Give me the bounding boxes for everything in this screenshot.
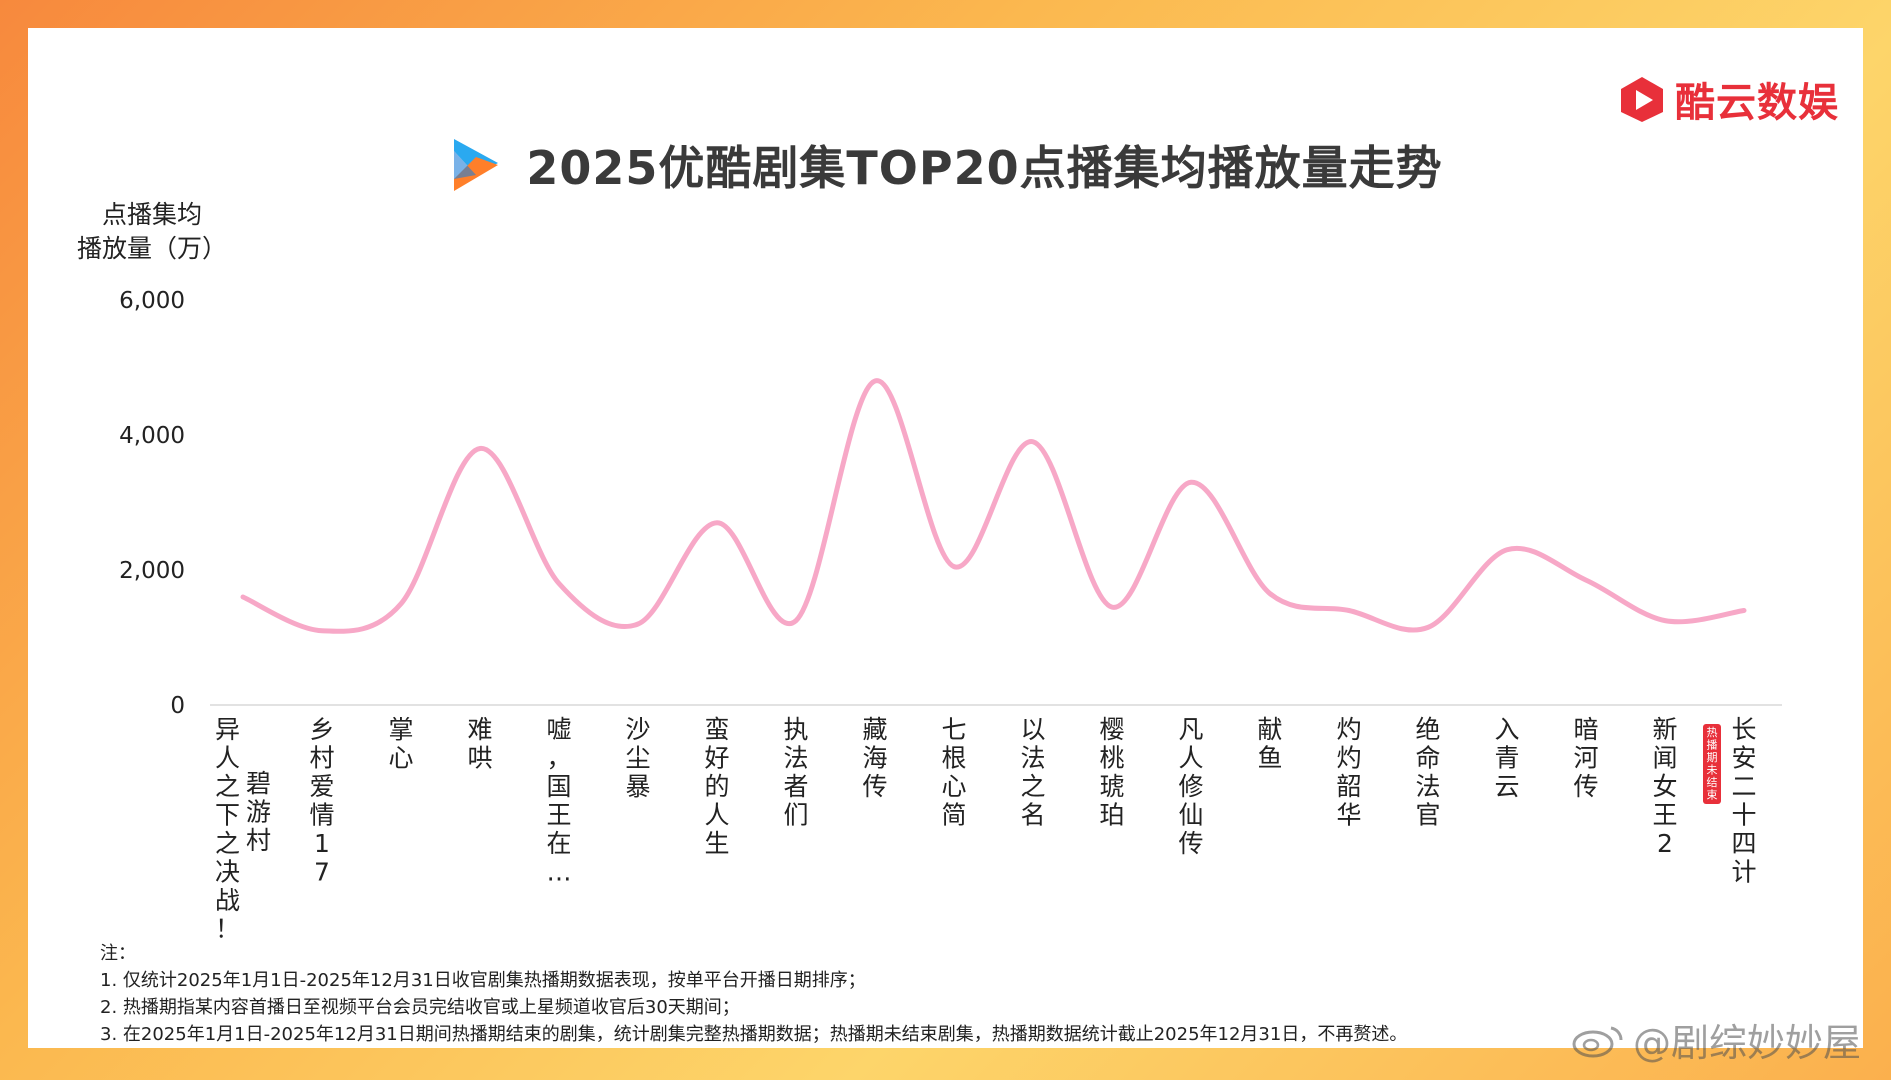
x-tick-label: 难哄	[467, 715, 492, 773]
brand-name: 酷云数娱	[1675, 80, 1839, 126]
x-tick-label: 灼灼韶华	[1336, 715, 1361, 830]
y-tick-label: 2,000	[119, 558, 185, 584]
status-badge	[1703, 724, 1721, 804]
note-line-2: 2. 热播期指某内容首播日至视频平台会员完结收官或上星频道收官后30天期间；	[100, 997, 740, 1018]
x-tick-label: 蛮好的人生	[704, 715, 729, 858]
weibo-icon	[1572, 1026, 1623, 1057]
x-tick-label: 长安二十四计	[1731, 715, 1756, 887]
x-tick-label: 献鱼	[1257, 715, 1282, 773]
chart-title-row: 2025优酷剧集TOP20点播集均播放量走势	[0, 132, 1891, 198]
note-line-1: 1. 仅统计2025年1月1日-2025年12月31日收官剧集热播期数据表现，按…	[100, 970, 866, 991]
watermark-text: @剧综妙妙屋	[1632, 1021, 1861, 1065]
x-tick-label: 藏海传	[862, 715, 887, 801]
x-tick-label: 碧游村	[246, 769, 271, 855]
y-axis-label-line-2: 播放量（万）	[76, 234, 227, 263]
x-tick-label: 以法之名	[1020, 715, 1045, 830]
x-tick-label: 凡人修仙传	[1178, 715, 1203, 858]
notes-heading: 注：	[100, 943, 136, 964]
watermark: @剧综妙妙屋	[1571, 1012, 1861, 1067]
x-tick-label: 异人之下之决战！	[215, 715, 240, 944]
series-line	[240, 378, 1747, 634]
x-tick-label: 七根心简	[941, 715, 966, 830]
x-tick-label: 新闻女王 2	[1652, 715, 1677, 858]
x-tick-label: 乡村爱情 1 7	[309, 715, 334, 887]
note-line-3: 3. 在2025年1月1日-2025年12月31日期间热播期结束的剧集，统计剧集…	[100, 1024, 1408, 1045]
x-tick-label: 沙尘暴	[625, 715, 650, 801]
y-axis-label: 点播集均 播放量（万）	[72, 198, 232, 266]
x-tick-label: 掌心	[388, 715, 413, 773]
notes: 注： 1. 仅统计2025年1月1日-2025年12月31日收官剧集热播期数据表…	[100, 940, 1407, 1048]
y-tick-label: 0	[170, 693, 185, 719]
y-tick-label: 6,000	[119, 288, 185, 314]
x-tick-label: 入青云	[1494, 715, 1519, 801]
brand-logo: 酷云数娱	[1617, 70, 1839, 128]
y-axis-label-line-1: 点播集均	[101, 200, 202, 229]
x-tick-label: 暗河传	[1573, 715, 1598, 801]
youku-logo-icon	[454, 139, 499, 191]
x-tick-label: 执法者们	[783, 715, 808, 830]
status-badge-label: 热播期未结束	[1707, 726, 1718, 802]
x-tick-label: 嘘，国王在…	[546, 715, 571, 887]
chart-title: 2025优酷剧集TOP20点播集均播放量走势	[526, 141, 1443, 195]
x-tick-label: 绝命法官	[1415, 715, 1440, 830]
chart-card	[28, 28, 1863, 1048]
y-tick-label: 4,000	[119, 423, 185, 449]
kuyun-play-icon	[1621, 77, 1663, 122]
x-tick-label: 樱桃琥珀	[1099, 715, 1124, 830]
